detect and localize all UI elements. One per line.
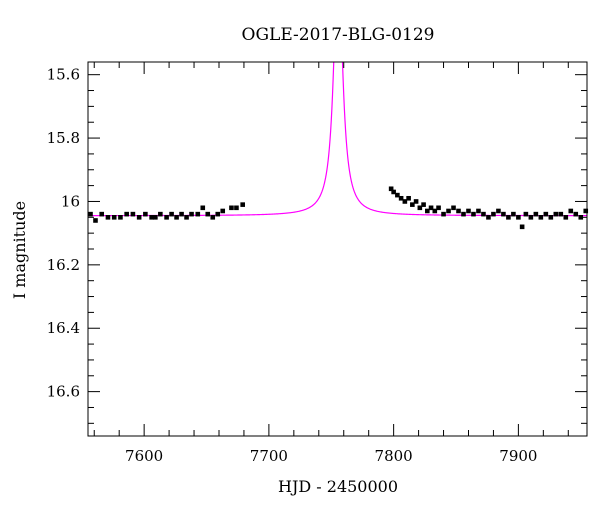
data-point: [210, 215, 216, 220]
data-point: [533, 211, 539, 217]
data-point: [491, 211, 496, 217]
plot-frame: [87, 61, 588, 437]
data-point: [395, 192, 400, 198]
data-point: [143, 211, 148, 217]
y-tick-label: 16.2: [47, 256, 80, 274]
data-point: [446, 208, 451, 214]
data-point: [519, 224, 525, 230]
data-point: [421, 202, 426, 207]
y-tick-label: 16.6: [47, 383, 80, 401]
y-tick-label: 16.4: [47, 319, 80, 337]
data-point: [99, 211, 105, 217]
data-point: [428, 205, 434, 211]
data-point: [563, 215, 569, 220]
data-point: [558, 211, 564, 217]
data-point: [164, 215, 169, 220]
data-point: [506, 215, 511, 220]
data-point: [179, 211, 184, 217]
data-point: [476, 208, 481, 214]
data-point: [486, 215, 491, 220]
data-point: [88, 211, 93, 217]
data-point: [578, 215, 584, 220]
data-point: [136, 215, 142, 220]
data-point: [229, 205, 234, 211]
data-point: [189, 211, 194, 217]
data-point: [169, 211, 174, 217]
data-point: [391, 189, 396, 195]
data-point: [432, 208, 438, 214]
data-point: [511, 211, 516, 217]
data-point: [543, 211, 549, 217]
data-point: [528, 215, 534, 220]
data-point: [118, 215, 123, 220]
data-point: [568, 208, 574, 214]
data-point: [573, 211, 579, 217]
y-tick-label: 15.8: [47, 129, 80, 147]
data-point: [130, 211, 136, 217]
data-point: [451, 205, 456, 211]
data-point: [523, 211, 529, 217]
data-point: [516, 215, 521, 220]
y-tick-label: 15.6: [47, 66, 80, 84]
data-point: [583, 208, 589, 214]
data-point: [441, 211, 446, 217]
data-point: [402, 199, 408, 204]
data-point: [398, 195, 404, 201]
data-point: [105, 215, 111, 220]
y-tick-label: 16: [61, 192, 80, 210]
data-point: [538, 215, 544, 220]
data-point: [436, 205, 441, 211]
data-point: [124, 211, 129, 217]
data-point: [153, 215, 158, 220]
data-point: [200, 205, 206, 211]
data-point: [466, 208, 471, 214]
data-point: [158, 211, 163, 217]
y-axis-label: I magnitude: [10, 201, 29, 299]
data-point: [456, 208, 461, 214]
x-tick-label: 7600: [125, 447, 163, 465]
x-tick-label: 7700: [250, 447, 288, 465]
axis-ticks: 7600 7700 7800 7900 15.6 15.8 16 16.2 16.4 16.6: [47, 62, 587, 465]
data-point: [111, 215, 117, 220]
data-point: [461, 211, 466, 217]
data-point: [471, 211, 476, 217]
data-point: [174, 215, 179, 220]
data-point: [413, 199, 419, 204]
data-point: [93, 218, 98, 223]
data-point: [215, 211, 221, 217]
data-point: [410, 202, 415, 207]
x-tick-label: 7800: [375, 447, 413, 465]
data-point: [481, 211, 486, 217]
data-point: [548, 215, 554, 220]
data-point: [220, 208, 226, 214]
x-tick-label: 7900: [499, 447, 537, 465]
chart-title: OGLE-2017-BLG-0129: [242, 25, 435, 45]
data-point: [184, 215, 189, 220]
data-point: [234, 205, 239, 211]
data-point: [195, 211, 201, 217]
plot-area: [87, 61, 589, 437]
data-point: [417, 205, 423, 211]
data-point: [388, 186, 394, 192]
data-point: [205, 211, 211, 217]
data-point: [240, 202, 245, 207]
data-point: [553, 211, 559, 217]
data-point: [496, 208, 501, 214]
data-point: [501, 211, 506, 217]
data-point: [149, 215, 154, 220]
x-axis-label: HJD - 2450000: [278, 477, 398, 496]
data-point: [425, 208, 430, 214]
data-point: [406, 195, 411, 201]
